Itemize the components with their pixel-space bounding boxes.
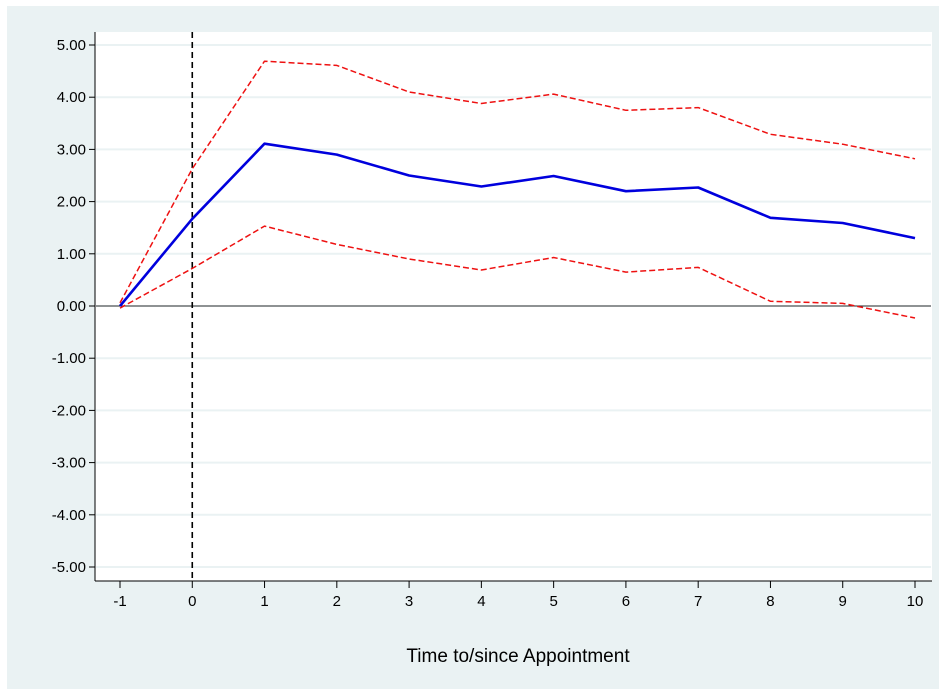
x-tick-label: 0 bbox=[188, 593, 196, 610]
axes bbox=[89, 32, 932, 588]
y-tick-label: -4.00 bbox=[52, 507, 86, 524]
y-tick-label: 2.00 bbox=[57, 194, 86, 211]
estimate-line bbox=[118, 142, 916, 307]
y-tick-label: 4.00 bbox=[57, 89, 86, 106]
y-tick-label: -3.00 bbox=[52, 455, 86, 472]
tick-labels: 5.00 4.00 3.00 2.00 1.00 0.00 -1.00 -2.00 -3.00 -… bbox=[52, 37, 924, 610]
y-tick-label: -2.00 bbox=[52, 402, 86, 419]
x-tick-label: 5 bbox=[549, 593, 557, 610]
x-tick-label: -1 bbox=[113, 593, 126, 610]
x-tick-label: 7 bbox=[694, 593, 702, 610]
y-tick-label: -1.00 bbox=[52, 350, 86, 367]
x-tick-label: 9 bbox=[839, 593, 847, 610]
x-tick-label: 6 bbox=[622, 593, 630, 610]
upper-ci-line bbox=[119, 60, 916, 304]
x-axis-title: Time to/since Appointment bbox=[406, 646, 630, 667]
x-tick-label: 1 bbox=[260, 593, 268, 610]
reference-lines bbox=[96, 32, 931, 581]
x-tick-label: 10 bbox=[907, 593, 924, 610]
x-tick-label: 4 bbox=[477, 593, 485, 610]
series-lines bbox=[118, 60, 916, 319]
y-tick-label: 1.00 bbox=[57, 246, 86, 263]
y-tick-label: 0.00 bbox=[57, 298, 86, 315]
y-tick-label: -5.00 bbox=[52, 559, 86, 576]
x-tick-label: 2 bbox=[333, 593, 341, 610]
lower-ci-line bbox=[119, 225, 916, 319]
x-tick-label: 8 bbox=[766, 593, 774, 610]
x-tick-label: 3 bbox=[405, 593, 413, 610]
y-tick-label: 5.00 bbox=[57, 37, 86, 54]
y-tick-label: 3.00 bbox=[57, 141, 86, 158]
